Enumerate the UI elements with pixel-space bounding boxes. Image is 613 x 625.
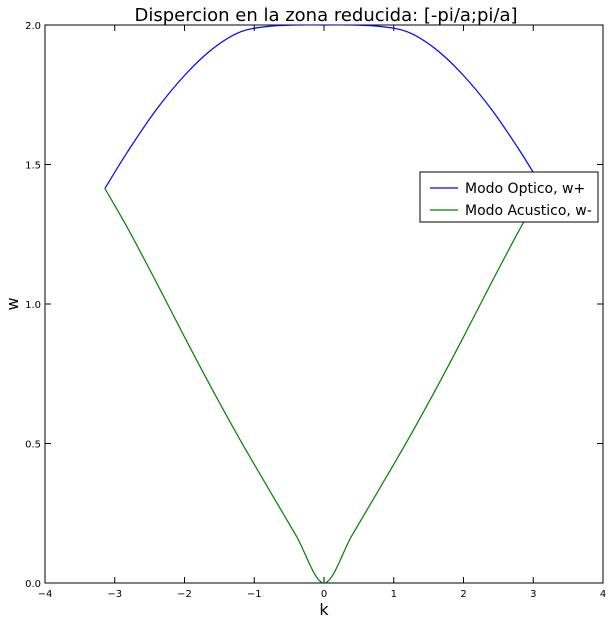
x-tick-label: −2 <box>177 589 192 600</box>
x-tick-label: −1 <box>247 589 262 600</box>
y-tick-label: 1.5 <box>25 161 41 172</box>
x-tick-label: −3 <box>107 589 122 600</box>
series-line-acustico <box>104 188 544 583</box>
legend-label-optico: Modo Optico, w+ <box>465 181 585 197</box>
legend: Modo Optico, w+ Modo Acustico, w- <box>419 171 599 223</box>
x-tick-label: 4 <box>600 589 606 600</box>
y-tick-label: 0.0 <box>25 579 41 590</box>
series-layer <box>104 25 544 583</box>
x-tick-label: 1 <box>391 589 397 600</box>
x-tick-label: 0 <box>321 589 327 600</box>
y-tick-label: 2.0 <box>25 21 41 32</box>
legend-label-acustico: Modo Acustico, w- <box>465 203 592 219</box>
x-tick-label: 3 <box>530 589 536 600</box>
legend-box <box>419 171 599 223</box>
y-axis-label: w <box>3 297 22 310</box>
x-axis-label: k <box>319 600 329 619</box>
y-axis-ticks: 0.0 0.5 1.0 1.5 2.0 <box>25 21 603 590</box>
x-axis-ticks: −4 −3 −2 −1 0 1 2 3 4 <box>38 25 606 600</box>
chart-title: Dispercion en la zona reducida: [-pi/a;p… <box>134 5 517 26</box>
series-line-optico <box>104 25 544 189</box>
x-tick-label: 2 <box>460 589 466 600</box>
y-tick-label: 1.0 <box>25 300 41 311</box>
y-tick-label: 0.5 <box>25 440 41 451</box>
x-tick-label: −4 <box>38 589 53 600</box>
plot-area <box>44 24 604 584</box>
